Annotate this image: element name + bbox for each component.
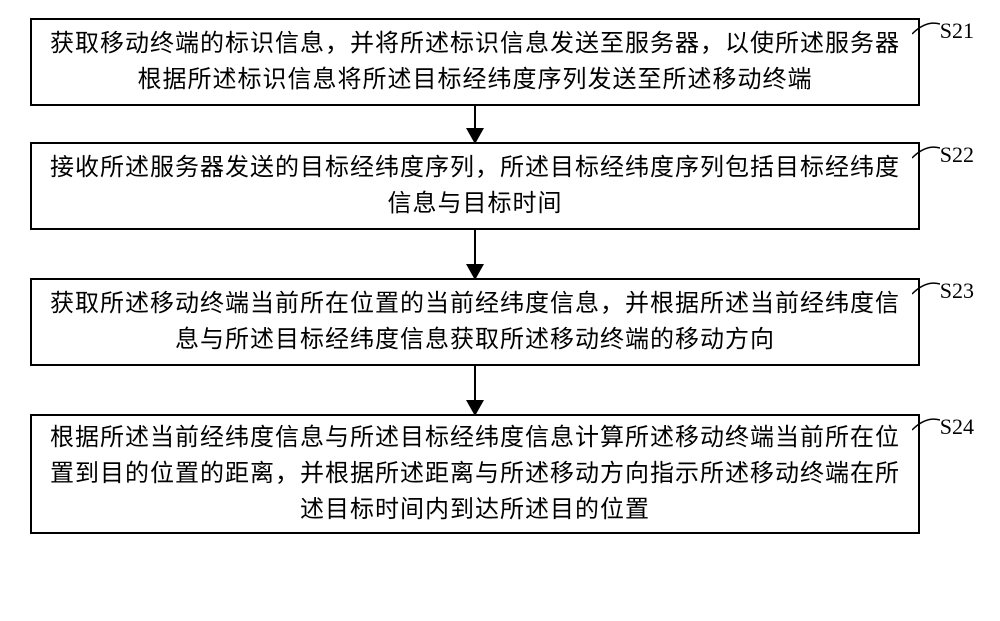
arrow (474, 106, 476, 142)
step-label: S23 (940, 274, 974, 307)
label-connector (912, 144, 940, 162)
step-label: S24 (940, 410, 974, 443)
step-text: 获取移动终端的标识信息，并将所述标识信息发送至服务器，以使所述服务器根据所述标识… (50, 26, 900, 98)
step-text: 获取所述移动终端当前所在位置的当前经纬度信息，并根据所述当前经纬度信息与所述目标… (50, 286, 900, 358)
arrow-wrap (30, 230, 920, 278)
label-connector (912, 416, 940, 434)
label-connector (912, 280, 940, 298)
step-box-s21: S21 获取移动终端的标识信息，并将所述标识信息发送至服务器，以使所述服务器根据… (30, 18, 920, 106)
step-text: 根据所述当前经纬度信息与所述目标经纬度信息计算所述移动终端当前所在位置到目的位置… (50, 420, 900, 528)
arrow-wrap (30, 366, 920, 414)
step-label: S22 (940, 138, 974, 171)
label-connector (912, 20, 940, 38)
step-box-s24: S24 根据所述当前经纬度信息与所述目标经纬度信息计算所述移动终端当前所在位置到… (30, 414, 920, 534)
step-box-s23: S23 获取所述移动终端当前所在位置的当前经纬度信息，并根据所述当前经纬度信息与… (30, 278, 920, 366)
arrow (474, 230, 476, 278)
step-text: 接收所述服务器发送的目标经纬度序列，所述目标经纬度序列包括目标经纬度信息与目标时… (50, 150, 900, 222)
step-label: S21 (940, 14, 974, 47)
arrow-wrap (30, 106, 920, 142)
arrow (474, 366, 476, 414)
step-box-s22: S22 接收所述服务器发送的目标经纬度序列，所述目标经纬度序列包括目标经纬度信息… (30, 142, 920, 230)
flowchart-container: S21 获取移动终端的标识信息，并将所述标识信息发送至服务器，以使所述服务器根据… (30, 18, 970, 534)
